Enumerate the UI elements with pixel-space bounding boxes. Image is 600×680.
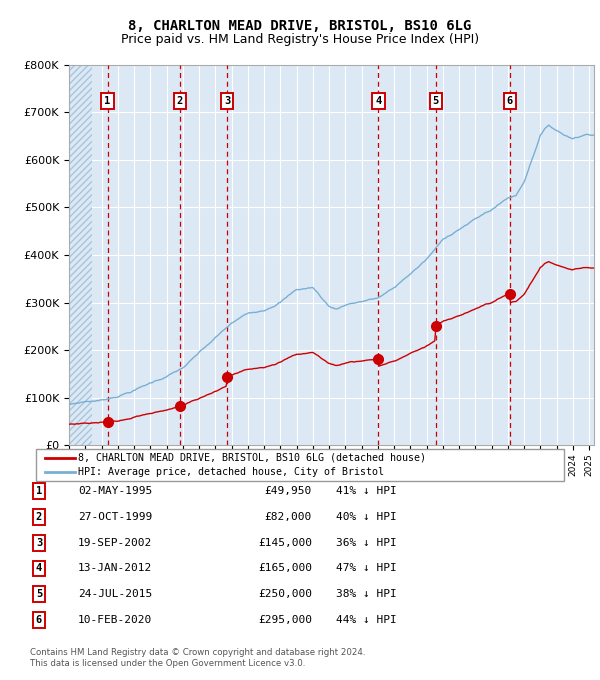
Text: 24-JUL-2015: 24-JUL-2015 — [78, 590, 152, 599]
Text: £49,950: £49,950 — [265, 486, 312, 496]
Text: Price paid vs. HM Land Registry's House Price Index (HPI): Price paid vs. HM Land Registry's House … — [121, 33, 479, 46]
Text: 2: 2 — [36, 512, 42, 522]
Text: £295,000: £295,000 — [258, 615, 312, 625]
Text: Contains HM Land Registry data © Crown copyright and database right 2024.
This d: Contains HM Land Registry data © Crown c… — [30, 648, 365, 668]
Text: 41% ↓ HPI: 41% ↓ HPI — [336, 486, 397, 496]
Text: 1: 1 — [104, 96, 110, 106]
Text: 3: 3 — [36, 538, 42, 547]
Text: £250,000: £250,000 — [258, 590, 312, 599]
Text: 5: 5 — [433, 96, 439, 106]
Text: 3: 3 — [224, 96, 230, 106]
Text: 8, CHARLTON MEAD DRIVE, BRISTOL, BS10 6LG (detached house): 8, CHARLTON MEAD DRIVE, BRISTOL, BS10 6L… — [78, 453, 426, 463]
Text: 13-JAN-2012: 13-JAN-2012 — [78, 564, 152, 573]
Text: 40% ↓ HPI: 40% ↓ HPI — [336, 512, 397, 522]
Text: 36% ↓ HPI: 36% ↓ HPI — [336, 538, 397, 547]
Text: 27-OCT-1999: 27-OCT-1999 — [78, 512, 152, 522]
Text: 10-FEB-2020: 10-FEB-2020 — [78, 615, 152, 625]
Text: 47% ↓ HPI: 47% ↓ HPI — [336, 564, 397, 573]
Text: 19-SEP-2002: 19-SEP-2002 — [78, 538, 152, 547]
Text: £145,000: £145,000 — [258, 538, 312, 547]
Text: £82,000: £82,000 — [265, 512, 312, 522]
Text: 1: 1 — [36, 486, 42, 496]
Text: 4: 4 — [376, 96, 382, 106]
Text: 38% ↓ HPI: 38% ↓ HPI — [336, 590, 397, 599]
Text: 02-MAY-1995: 02-MAY-1995 — [78, 486, 152, 496]
Text: 4: 4 — [36, 564, 42, 573]
Text: HPI: Average price, detached house, City of Bristol: HPI: Average price, detached house, City… — [78, 467, 384, 477]
Text: 44% ↓ HPI: 44% ↓ HPI — [336, 615, 397, 625]
Text: 2: 2 — [177, 96, 183, 106]
Text: 8, CHARLTON MEAD DRIVE, BRISTOL, BS10 6LG: 8, CHARLTON MEAD DRIVE, BRISTOL, BS10 6L… — [128, 19, 472, 33]
Text: £165,000: £165,000 — [258, 564, 312, 573]
Text: 5: 5 — [36, 590, 42, 599]
Text: 6: 6 — [36, 615, 42, 625]
Text: 6: 6 — [506, 96, 513, 106]
